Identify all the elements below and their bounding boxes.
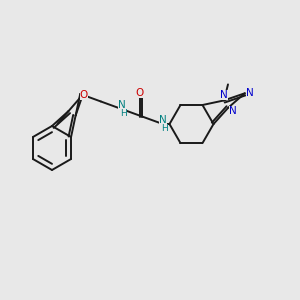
Text: N: N [246,88,254,98]
Text: H: H [161,124,168,133]
Text: N: N [159,115,167,125]
Text: N: N [118,100,125,110]
Text: H: H [120,109,127,118]
Text: N: N [220,90,228,100]
Text: N: N [229,106,237,116]
Text: O: O [135,88,143,98]
Text: O: O [80,90,88,100]
